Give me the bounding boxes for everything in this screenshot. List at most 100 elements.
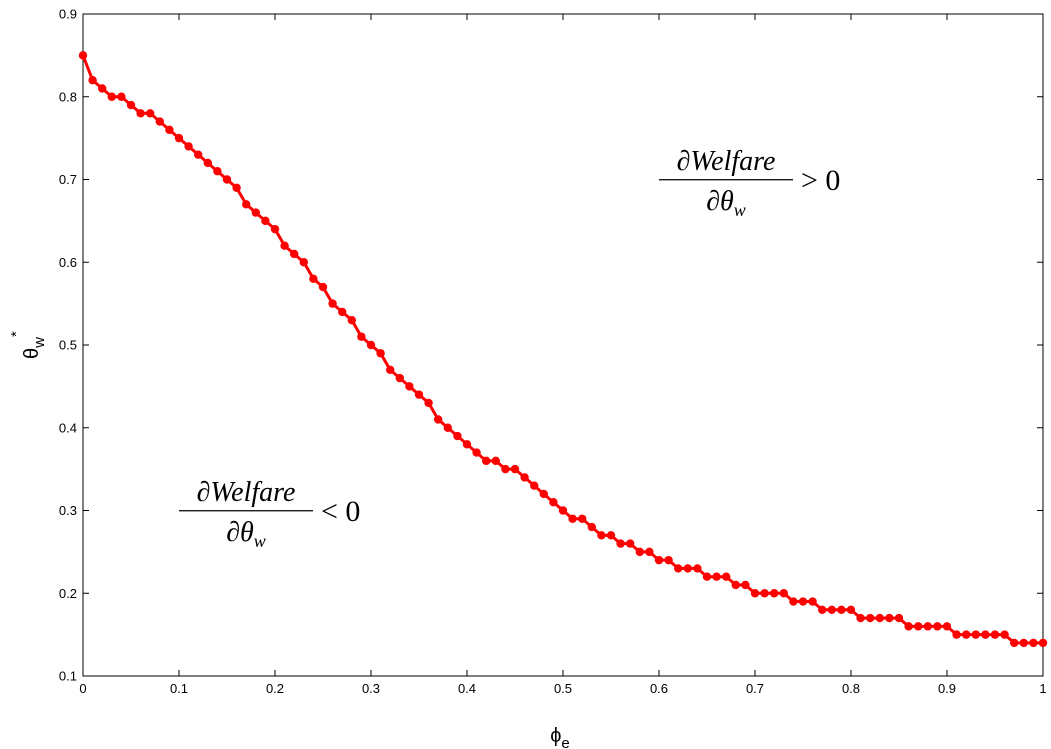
data-point	[443, 423, 452, 432]
data-point	[866, 613, 875, 623]
data-point	[952, 630, 961, 639]
data-point	[990, 630, 1000, 639]
data-point	[712, 572, 721, 581]
data-point	[808, 597, 817, 606]
plot-area: 0 0.1 0.2 0.3 0.4 0.5 0.6 0.7 0.8 0.9 1 0.10.20.30…	[59, 7, 1048, 696]
x-tick-label: 1	[1039, 681, 1046, 696]
data-point	[146, 109, 155, 118]
annotation-relation: < 0	[321, 495, 360, 528]
data-point	[933, 622, 942, 631]
data-point	[242, 200, 251, 209]
data-point	[270, 224, 280, 234]
annotation-numerator: ∂Welfare	[677, 146, 776, 177]
data-point	[1038, 638, 1048, 648]
data-point	[894, 613, 904, 623]
data-point	[981, 630, 990, 639]
data-point	[962, 630, 971, 639]
data-point	[923, 622, 932, 631]
data-point	[520, 473, 529, 482]
data-point	[347, 315, 356, 325]
svg-text:θw: θw	[21, 337, 48, 359]
x-tick-label: 0.7	[746, 681, 764, 696]
data-point	[645, 547, 654, 557]
data-point	[578, 514, 587, 523]
data-point	[491, 456, 500, 466]
y-axis-label-symbol: θ	[21, 348, 43, 359]
data-point	[107, 92, 117, 101]
x-axis-label-symbol: ϕ	[550, 725, 561, 747]
data-point	[155, 117, 164, 126]
x-tick-label: 0.4	[458, 681, 476, 696]
data-point	[78, 51, 88, 60]
y-tick-label: 0.2	[59, 586, 77, 601]
data-point	[770, 589, 779, 598]
y-tick-label: 0.1	[59, 669, 77, 684]
data-point	[626, 539, 635, 548]
data-point	[1029, 638, 1038, 648]
data-point	[587, 522, 596, 532]
annotation-denominator-symbol: ∂θ	[226, 517, 254, 548]
data-point	[856, 613, 865, 623]
data-point	[702, 572, 712, 581]
data-point	[558, 506, 568, 515]
data-point	[539, 489, 548, 499]
data-point	[942, 622, 952, 631]
data-point	[501, 464, 510, 474]
x-tick-label: 0.5	[554, 681, 572, 696]
x-tick-label: 0.6	[650, 681, 668, 696]
data-point	[338, 307, 347, 317]
data-point	[971, 630, 980, 639]
annotation-denominator-subscript: w	[254, 531, 266, 551]
data-point	[875, 613, 884, 623]
data-point	[741, 580, 750, 590]
x-axis: 0 0.1 0.2 0.3 0.4 0.5 0.6 0.7 0.8 0.9 1	[79, 14, 1047, 696]
data-point	[472, 448, 481, 457]
data-point	[309, 274, 318, 283]
annotation-numerator: ∂Welfare	[197, 477, 296, 508]
data-point	[837, 605, 846, 614]
data-point	[424, 398, 433, 408]
data-point	[462, 440, 472, 449]
y-axis-label-subscript: w	[31, 337, 48, 349]
data-point	[779, 589, 788, 598]
x-tick-label: 0.1	[170, 681, 188, 696]
data-point	[846, 605, 856, 614]
x-axis-label-subscript: e	[561, 735, 569, 749]
data-point	[597, 531, 606, 540]
data-point	[664, 555, 673, 565]
data-point	[117, 92, 126, 101]
data-point	[376, 349, 385, 358]
data-point	[174, 133, 184, 143]
data-point	[328, 299, 337, 308]
data-point	[318, 282, 328, 292]
data-point	[750, 589, 760, 598]
x-tick-label: 0.8	[842, 681, 860, 696]
data-point	[232, 183, 241, 192]
annotation-lower: ∂Welfare ∂θw < 0	[179, 477, 360, 551]
data-point	[789, 597, 798, 606]
data-point	[395, 373, 404, 383]
data-point	[261, 216, 270, 226]
y-tick-label: 0.4	[59, 420, 77, 435]
data-point	[635, 547, 644, 557]
data-point	[280, 241, 289, 250]
data-point	[251, 208, 260, 217]
data-point	[616, 539, 625, 548]
y-tick-label: 0.9	[59, 7, 77, 22]
data-point	[674, 564, 683, 573]
data-point	[203, 158, 212, 168]
data-point	[1019, 638, 1028, 648]
series-line	[81, 54, 1043, 645]
data-point	[98, 84, 107, 93]
y-tick-label: 0.8	[59, 89, 77, 104]
data-point	[914, 622, 923, 631]
data-point	[904, 622, 913, 631]
data-point	[731, 580, 740, 590]
data-point	[654, 555, 664, 565]
series-layer	[78, 51, 1048, 648]
data-point	[683, 564, 692, 573]
x-tick-label: 0	[79, 681, 86, 696]
annotations: ∂Welfare∂θw> 0∂Welfare∂θw< 0	[179, 146, 840, 551]
data-point	[290, 249, 299, 259]
annotation-upper: ∂Welfare ∂θw > 0	[659, 146, 840, 220]
